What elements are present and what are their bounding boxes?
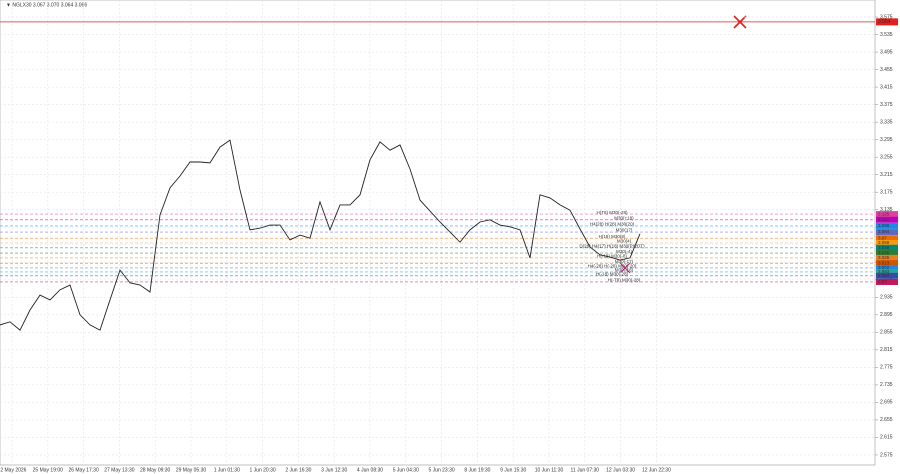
y-tick-label: 2.855 [880, 330, 893, 336]
x-tick-label: 12 Jun 22:30 [642, 467, 671, 473]
level-price: 3.048 [878, 245, 890, 250]
level-label-box [876, 260, 898, 267]
level-price: 3.112 [878, 217, 889, 222]
y-tick-label: 3.175 [880, 190, 893, 196]
x-tick-label: 9 Jun 15:30 [500, 467, 526, 473]
y-tick-label: 3.495 [880, 49, 893, 55]
x-tick-label: 26 May 17:30 [68, 467, 99, 473]
x-tick-label: 22 May 2026 [0, 467, 27, 473]
y-tick-label: 3.135 [880, 207, 893, 213]
level-label-box [876, 235, 898, 242]
level-price: 3.059 [878, 240, 890, 245]
x-tick-label: 1 Jun 20:30 [250, 467, 276, 473]
plot-frame [0, 0, 876, 466]
y-tick-label: 2.655 [880, 417, 893, 423]
alert-label: 3.564 [878, 19, 891, 25]
level-label-box [876, 229, 898, 236]
y-tick-label: 2.815 [880, 347, 893, 353]
level-label: D(28) H4(17) H(18) M30(PIVOT) [579, 244, 645, 249]
level-label-box [876, 268, 898, 275]
level-label-box [876, 222, 898, 229]
x-tick-label: 12 Jun 03:30 [606, 467, 635, 473]
level-label: M30(-17) [615, 259, 634, 264]
x-tick-label: 5 Jun 23:30 [429, 467, 455, 473]
level-label-box [876, 272, 898, 279]
x-tick-label: 29 May 05:30 [176, 467, 207, 473]
level-price: 3.013 [878, 260, 890, 265]
y-tick-label: 3.295 [880, 137, 893, 143]
level-price: 2.984 [878, 273, 890, 278]
level-price: 3.025 [878, 255, 890, 260]
level-label-box [876, 211, 898, 218]
y-tick-label: 2.895 [880, 312, 893, 318]
level-price: 3.002 [878, 265, 890, 270]
x-tick-label: 5 Jun 04:30 [393, 467, 419, 473]
level-label-box [876, 240, 898, 247]
level-label-box [876, 244, 898, 251]
y-tick-label: 3.455 [880, 67, 893, 73]
x-tick-label: 4 Jun 08:30 [357, 467, 383, 473]
level-label: M30(-4) [616, 249, 632, 254]
y-tick-label: 3.375 [880, 102, 893, 108]
y-tick-label: 3.255 [880, 155, 893, 161]
level-label: H(-T8) M30(-28) [608, 278, 641, 283]
y-tick-label: 2.575 [880, 452, 893, 458]
y-tick-label: 2.615 [880, 435, 893, 441]
level-label-box [876, 278, 898, 285]
y-tick-label: 3.575 [880, 14, 893, 20]
level-label: M30(+18) [614, 215, 634, 220]
level-label-box [876, 250, 898, 257]
x-tick-label: 10 Jun 11:30 [535, 467, 564, 473]
price-line [0, 139, 641, 331]
y-tick-label: 2.695 [880, 400, 893, 406]
level-label: H(-18) M30(-8) [597, 254, 627, 259]
x-tick-label: 8 Jun 19:30 [464, 467, 490, 473]
y-tick-label: 2.935 [880, 295, 893, 301]
y-tick-label: 3.215 [880, 172, 893, 178]
x-tick-label: 2 Jun 16:30 [285, 467, 311, 473]
level-label: H(T8) M30(-28) [596, 210, 628, 215]
level-price: 3.125 [878, 211, 890, 216]
level-price: 3.098 [878, 223, 890, 228]
level-label: M30(-18) [615, 268, 634, 273]
alert-label-box [876, 18, 898, 26]
level-label-box [876, 254, 898, 261]
level-label: H4(-28) H(-28) M30(-20) [588, 264, 637, 269]
level-price: 2.97 [878, 279, 887, 284]
level-price: 3.036 [878, 250, 890, 255]
level-label-box [876, 216, 898, 223]
y-tick-label: 2.775 [880, 365, 893, 371]
level-label: H(-18) M30(-28) [596, 272, 629, 277]
y-tick-label: 3.535 [880, 32, 893, 38]
x-tick-label: 28 May 09:30 [140, 467, 171, 473]
level-label: H(18) M30(8) [599, 234, 626, 239]
x-tick-label: 1 Jun 01:30 [214, 467, 240, 473]
chart-title: ▼ NGLX30 3.067 3.070 3.064 3.066 [6, 2, 87, 8]
x-tick-label: 27 May 13:30 [104, 467, 135, 473]
level-label-box [876, 264, 898, 271]
y-tick-label: 3.335 [880, 119, 893, 125]
level-price: 3.07 [878, 235, 887, 240]
level-label: M30(4) [617, 239, 632, 244]
y-tick-label: 2.735 [880, 382, 893, 388]
x-tick-label: 11 Jun 07:30 [571, 467, 600, 473]
x-tick-label: 25 May 19:00 [33, 467, 64, 473]
level-label: M30(17) [616, 228, 633, 233]
level-price: 3.084 [878, 229, 890, 234]
x-tick-label: 3 Jun 12:30 [321, 467, 347, 473]
level-price: 2.993 [878, 269, 890, 274]
y-tick-label: 3.415 [880, 84, 893, 90]
level-label: H4(28) H(28) M30(20) [590, 222, 635, 227]
